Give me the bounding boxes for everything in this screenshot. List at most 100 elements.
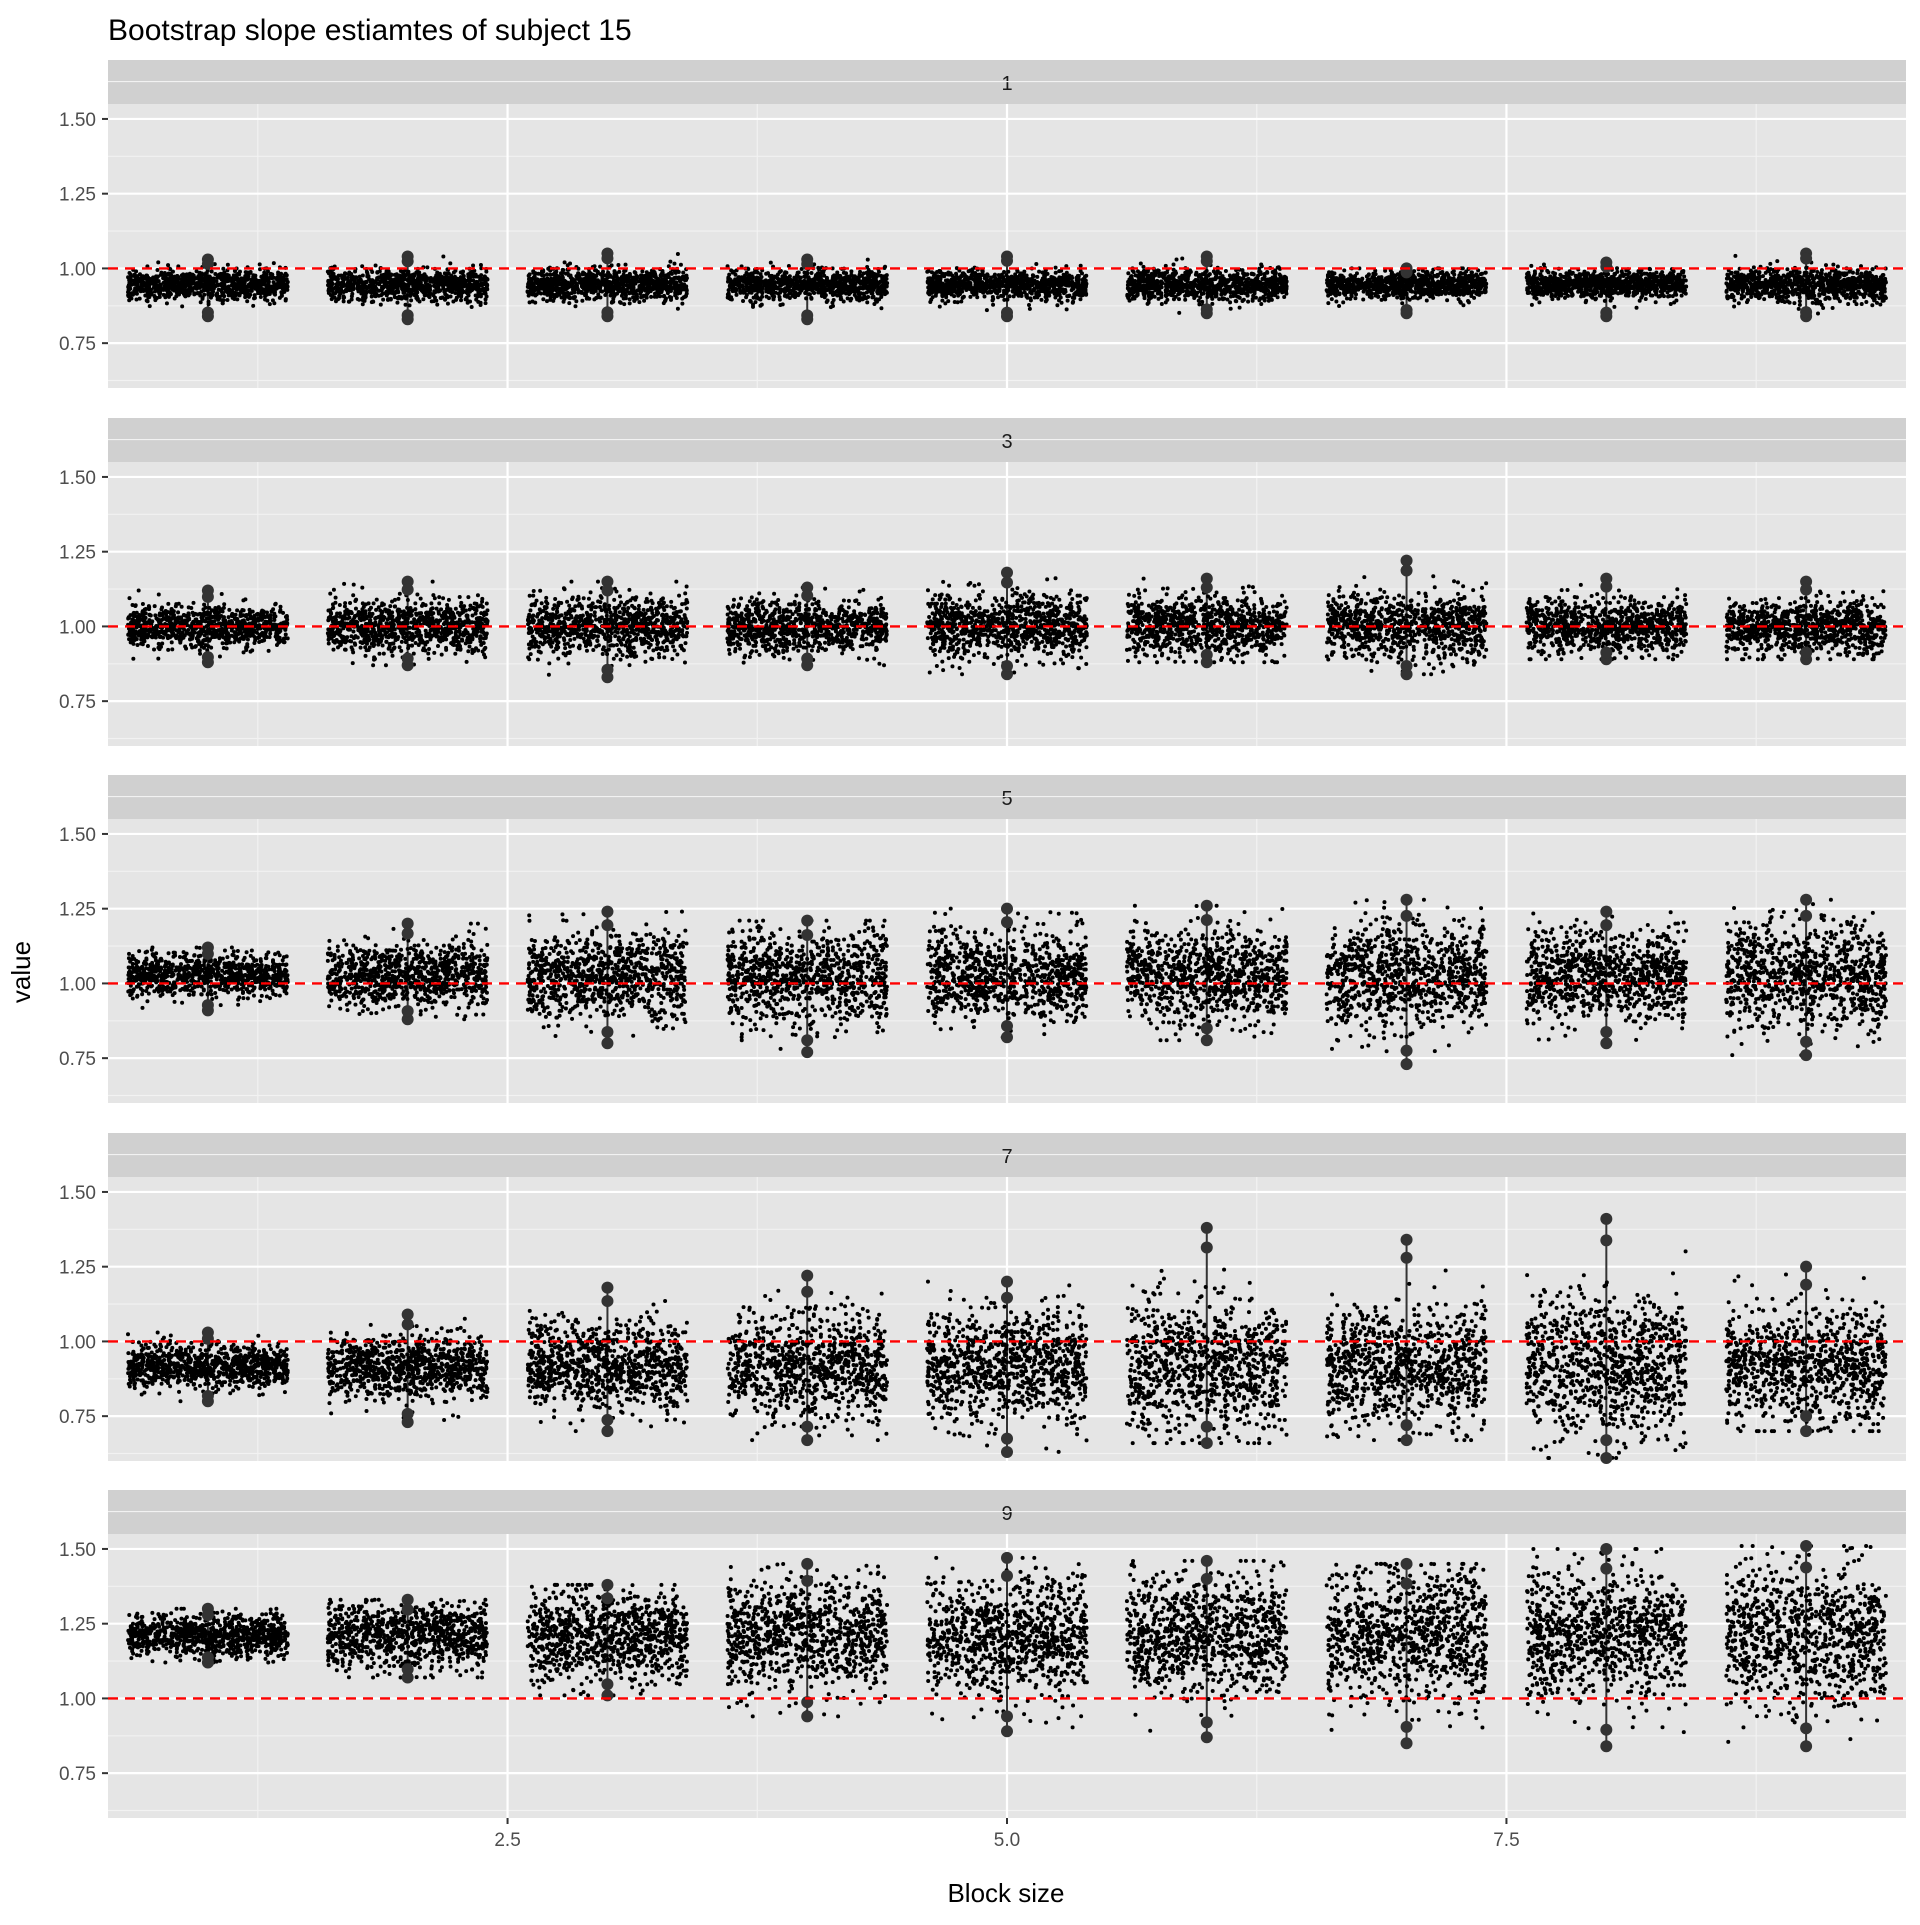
data-point <box>752 296 756 300</box>
data-point <box>330 297 334 301</box>
chart-title: Bootstrap slope estiamtes of subject 15 <box>108 14 632 47</box>
data-point <box>1200 300 1204 304</box>
data-point <box>946 270 950 274</box>
data-point <box>469 287 473 291</box>
data-point <box>864 296 868 300</box>
data-point <box>229 276 233 280</box>
data-point <box>413 284 417 288</box>
data-point <box>421 286 425 290</box>
data-point <box>204 286 208 290</box>
data-point <box>163 282 167 286</box>
data-point <box>572 286 576 290</box>
data-point <box>1177 311 1181 315</box>
data-point <box>1022 287 1026 291</box>
data-point <box>544 286 548 290</box>
y-tick-label: 0.75 <box>59 334 96 355</box>
data-point <box>630 281 634 285</box>
data-point <box>200 297 204 301</box>
data-point <box>684 278 688 282</box>
data-point <box>149 293 153 297</box>
data-point <box>485 277 489 281</box>
data-point <box>926 285 930 289</box>
data-point <box>584 274 588 278</box>
data-point <box>327 287 331 291</box>
data-point <box>380 285 384 289</box>
data-point <box>610 301 614 305</box>
data-point <box>395 289 399 293</box>
data-point <box>140 287 144 291</box>
data-point <box>479 294 483 298</box>
data-point <box>359 292 363 296</box>
data-point <box>435 303 439 307</box>
data-point <box>871 277 875 281</box>
data-point <box>185 281 189 285</box>
data-point <box>332 272 336 276</box>
data-point <box>340 276 344 280</box>
data-point <box>436 279 440 283</box>
data-point <box>215 291 219 295</box>
data-point <box>284 286 288 290</box>
data-point <box>862 277 866 281</box>
outlier-point <box>601 306 613 318</box>
data-point <box>787 292 791 296</box>
data-point <box>634 295 638 299</box>
data-point <box>1005 298 1009 302</box>
data-point <box>1062 291 1066 295</box>
data-point <box>962 285 966 289</box>
data-point <box>791 294 795 298</box>
data-point <box>812 279 816 283</box>
data-point <box>159 283 163 287</box>
data-point <box>881 290 885 294</box>
data-point <box>145 275 149 279</box>
data-point <box>734 280 738 284</box>
data-point <box>235 297 239 301</box>
data-point <box>679 285 683 289</box>
data-point <box>792 286 796 290</box>
data-point <box>157 291 161 295</box>
data-point <box>1177 297 1181 301</box>
data-point <box>280 294 284 298</box>
data-point <box>264 274 268 278</box>
data-point <box>590 290 594 294</box>
data-point <box>610 263 614 267</box>
data-point <box>279 272 283 276</box>
data-point <box>1053 295 1057 299</box>
data-point <box>938 281 942 285</box>
data-point <box>460 281 464 285</box>
data-point <box>1046 283 1050 287</box>
data-point <box>832 282 836 286</box>
data-point <box>234 275 238 279</box>
data-point <box>672 262 676 266</box>
data-point <box>617 270 621 274</box>
data-point <box>803 270 807 274</box>
data-point <box>237 292 241 296</box>
data-point <box>573 304 577 308</box>
data-point <box>1070 282 1074 286</box>
data-point <box>1042 278 1046 282</box>
data-point <box>584 286 588 290</box>
data-point <box>861 285 865 289</box>
data-point <box>373 287 377 291</box>
data-point <box>1079 264 1083 268</box>
data-point <box>573 295 577 299</box>
data-point <box>624 296 628 300</box>
data-point <box>528 282 532 286</box>
data-point <box>635 276 639 280</box>
data-point <box>1067 294 1071 298</box>
data-point <box>850 274 854 278</box>
data-point <box>1060 301 1064 305</box>
data-point <box>803 291 807 295</box>
data-point <box>812 291 816 295</box>
data-point <box>668 295 672 299</box>
data-point <box>959 299 963 303</box>
data-point <box>1052 286 1056 290</box>
data-point <box>135 291 139 295</box>
data-point <box>127 283 131 287</box>
data-point <box>430 299 434 303</box>
data-point <box>1045 298 1049 302</box>
data-point <box>546 283 550 287</box>
data-point <box>594 274 598 278</box>
data-point <box>753 277 757 281</box>
data-point <box>279 275 283 279</box>
data-point <box>659 273 663 277</box>
